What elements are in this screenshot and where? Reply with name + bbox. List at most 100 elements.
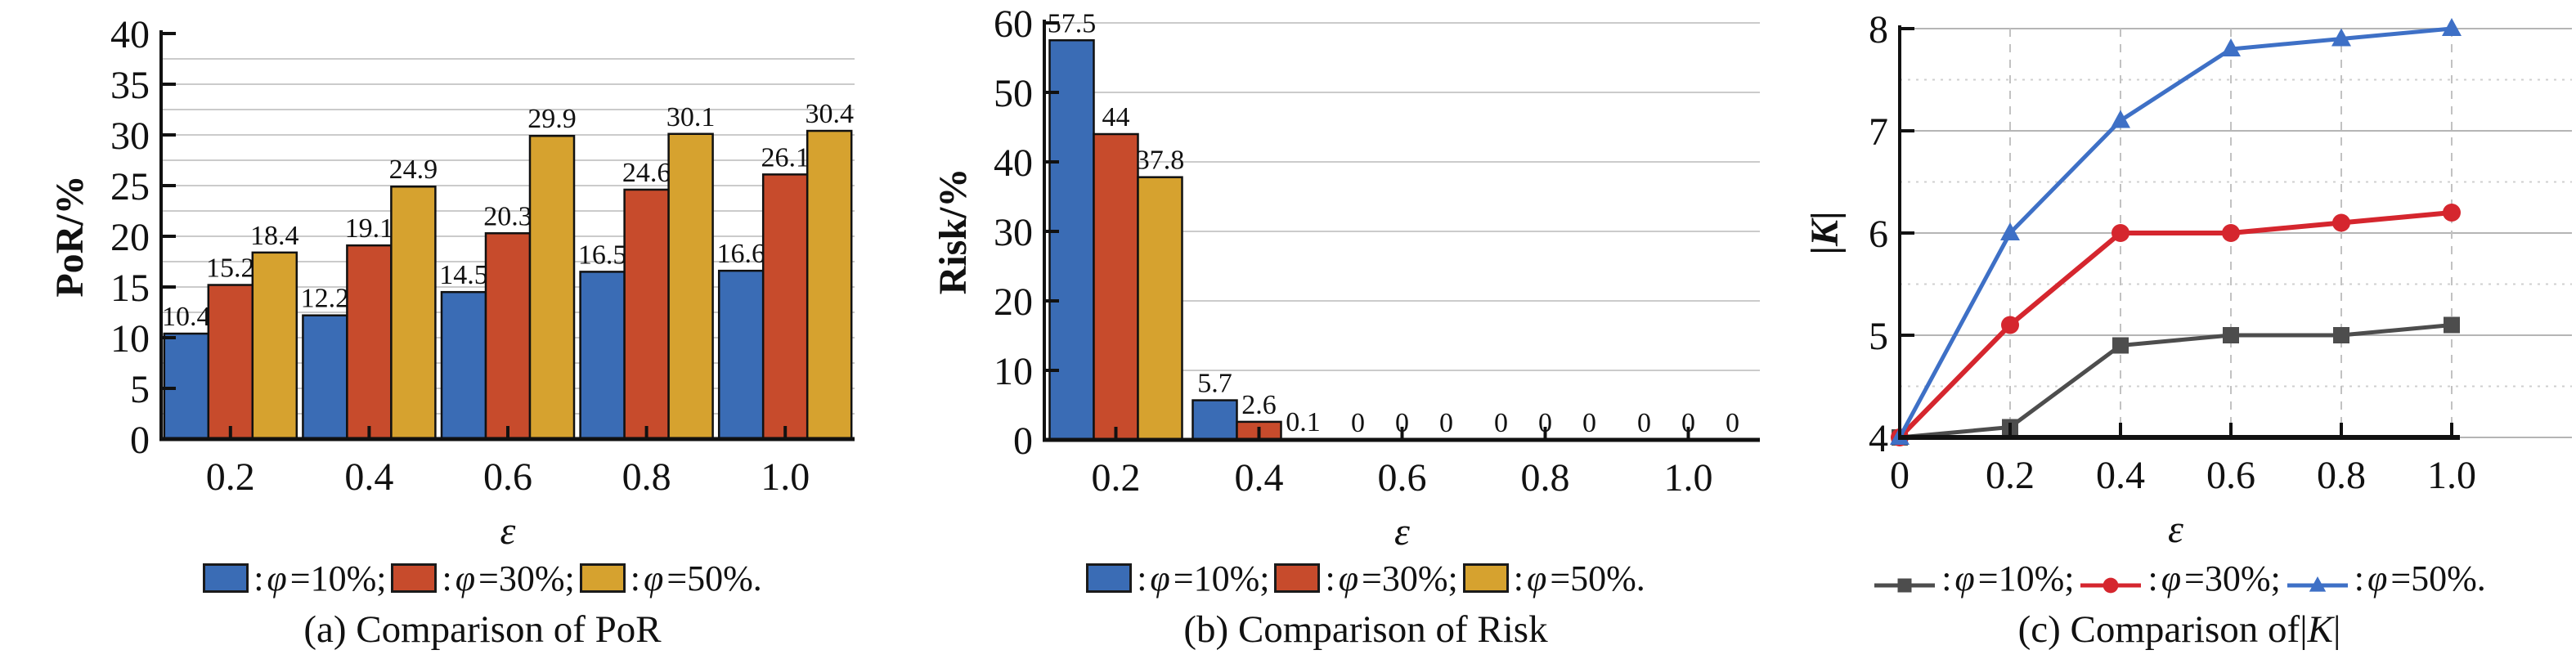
bar — [163, 332, 210, 441]
legend-swatch-blue — [203, 563, 249, 593]
legend-a: : φ =10%; : φ =30%; : φ =50%. — [74, 554, 891, 602]
x-tick-label: 0.4 — [1235, 456, 1284, 500]
bar — [623, 188, 670, 441]
phi-symbol: φ — [2367, 558, 2388, 598]
legend-pre: : — [1325, 558, 1335, 598]
square-marker — [1897, 578, 1912, 593]
caption-k: K — [2307, 608, 2333, 651]
x-axis-label: ε — [500, 509, 516, 553]
bar — [251, 251, 298, 441]
legend-label: =30%; — [1362, 558, 1458, 598]
legend-item: : φ =30%; — [1274, 558, 1458, 599]
bar — [579, 271, 626, 441]
x-tick-label: 0.2 — [1986, 454, 2035, 497]
triangle-marker — [2000, 222, 2020, 240]
phi-symbol: φ — [267, 558, 287, 598]
bar-value-label: 15.2 — [206, 253, 255, 284]
x-tick-label: 0.2 — [206, 455, 255, 499]
square-marker — [2223, 327, 2239, 343]
legend-line-swatch-circle — [2079, 565, 2143, 594]
caption-text: (b) Comparison of Risk — [1183, 608, 1548, 651]
y-tick-label: 5 — [130, 368, 150, 411]
square-marker — [2112, 337, 2129, 354]
legend-line-swatch-square — [1873, 565, 1936, 593]
phi-symbol: φ — [643, 558, 664, 598]
bar-value-label: 0 — [1351, 408, 1365, 438]
legend-label: =50%. — [1550, 558, 1645, 598]
y-tick-label: 0 — [130, 419, 150, 462]
y-tick-label: 7 — [1869, 110, 1888, 154]
legend-label: =30%; — [478, 558, 575, 598]
bar — [761, 173, 809, 441]
legend-pre: : — [2354, 558, 2364, 598]
x-tick-label: 1.0 — [1664, 456, 1713, 500]
line-series — [1897, 210, 2453, 440]
legend-label: =50%. — [666, 558, 762, 598]
bar-value-label: 12.2 — [301, 284, 350, 314]
y-tick-label: 30 — [110, 114, 150, 158]
bar-chart-0: 10.4 12.2 14.5 16.5 16.6 15.2 19.1 20.3 24.6 26.1… — [48, 13, 855, 553]
bar-value-label: 0.1 — [1286, 407, 1321, 437]
x-tick-label: 1.0 — [2427, 454, 2476, 497]
bar — [717, 269, 765, 441]
circle-marker — [2112, 224, 2129, 242]
legend-label: =30%; — [2184, 558, 2281, 598]
circle-marker — [2001, 316, 2019, 334]
phi-symbol: φ — [1338, 558, 1359, 598]
bar-value-label: 30.1 — [666, 102, 716, 132]
line-series — [1899, 323, 2453, 440]
bar-value-label: 5.7 — [1197, 369, 1232, 399]
bar — [667, 132, 714, 441]
bar-value-label: 19.1 — [345, 213, 394, 244]
y-tick-label: 10 — [110, 317, 150, 361]
bar-value-label: 37.8 — [1136, 146, 1185, 176]
y-tick-label: 35 — [110, 64, 150, 107]
x-tick-label: 1.0 — [761, 455, 810, 499]
bar — [302, 314, 348, 441]
triangle-marker — [2442, 18, 2462, 36]
y-axis-label: Risk/% — [931, 168, 975, 295]
y-tick-label: 40 — [110, 13, 150, 56]
legend-line-swatch-svg — [2080, 577, 2142, 594]
bar-value-label: 0 — [1538, 408, 1552, 438]
bar-value-label: 14.5 — [439, 260, 488, 290]
legend-c: : φ =10%; : φ =30%; : φ =50%. — [1783, 554, 2576, 602]
bar-value-label: 2.6 — [1241, 390, 1277, 420]
legend-pre: : — [442, 558, 452, 598]
y-tick-label: 20 — [994, 280, 1033, 324]
circle-marker — [2222, 224, 2240, 242]
y-tick-label: 15 — [110, 267, 150, 310]
legend-swatch-yellow — [579, 563, 626, 593]
bar — [346, 244, 393, 441]
y-tick-label: 30 — [994, 211, 1033, 254]
bar-value-label: 24.9 — [389, 155, 438, 185]
legend-pre: : — [1513, 558, 1524, 598]
line-chart-2: 0 0.2 0.4 0.6 0.8 1.0 4 5 6 7 8 |K| ε — [1803, 8, 2572, 551]
y-axis-label: PoR/% — [48, 175, 92, 297]
bar — [390, 185, 437, 441]
y-tick-label: 50 — [994, 72, 1033, 115]
legend-label: =10%; — [1977, 558, 2075, 598]
phi-symbol: φ — [455, 558, 476, 598]
legend-item: : φ =30%; — [2079, 558, 2281, 599]
bar-value-label: 0 — [1494, 408, 1508, 438]
legend-b: : φ =10%; : φ =30%; : φ =50%. — [957, 554, 1775, 602]
x-tick-label: 0.4 — [2096, 454, 2145, 497]
square-marker — [2444, 316, 2460, 334]
legend-item: : φ =50%. — [579, 558, 762, 599]
legend-swatch-blue — [1086, 563, 1133, 593]
bar-value-label: 0 — [1726, 408, 1739, 438]
x-tick-label: 0.8 — [2317, 454, 2366, 497]
phi-symbol: φ — [2161, 558, 2182, 598]
circle-marker — [2103, 577, 2119, 594]
legend-pre: : — [630, 558, 640, 598]
legend-item: : φ =30%; — [391, 558, 575, 599]
x-tick-label: 0.6 — [1378, 456, 1427, 500]
bar-value-label: 0 — [1395, 408, 1409, 438]
circle-marker — [2443, 204, 2461, 222]
circle-marker — [2332, 213, 2350, 232]
bar-value-label: 26.1 — [761, 142, 810, 173]
legend-item: : φ =50%. — [2286, 558, 2486, 599]
square-marker — [2333, 327, 2349, 343]
